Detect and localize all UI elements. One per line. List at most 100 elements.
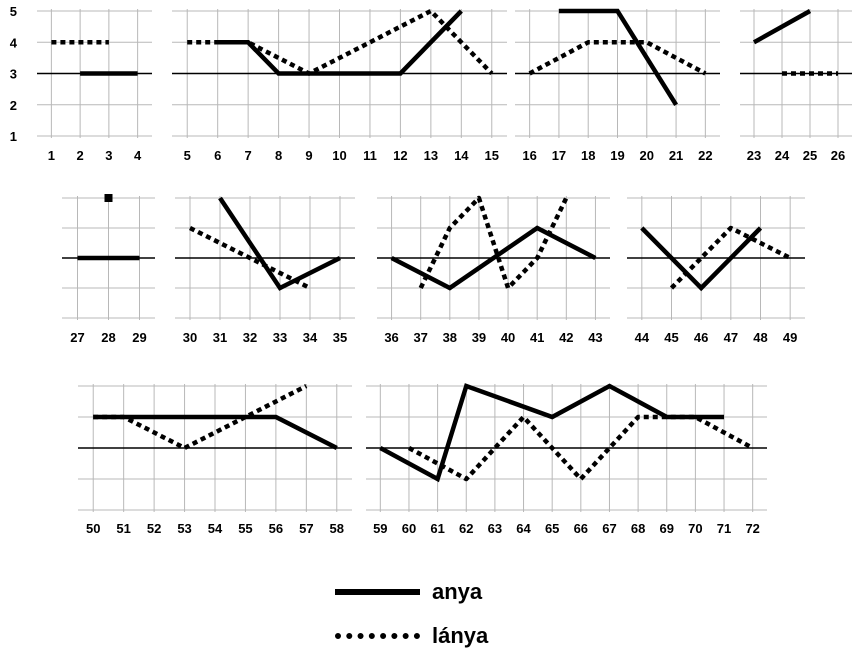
x-tick-label: 65: [545, 521, 559, 536]
x-tick-label: 18: [581, 148, 595, 163]
legend-label-anya: anya: [432, 579, 483, 604]
x-tick-label: 71: [717, 521, 731, 536]
panel-4: 23 24 25 26: [740, 9, 852, 163]
x-tick-label: 64: [516, 521, 531, 536]
x-tick-label: 1: [48, 148, 55, 163]
x-tick-label: 47: [724, 330, 738, 345]
x-tick-label: 45: [664, 330, 678, 345]
series-anya-line: [379, 383, 724, 483]
panel-5: 27 28 29: [62, 194, 155, 345]
legend: anya lánya: [335, 570, 488, 658]
panel-9: 50 51 52 53 54 55 56 57 58: [78, 383, 352, 536]
x-tick-label: 70: [688, 521, 702, 536]
x-tick-label: 37: [413, 330, 427, 345]
x-tick-label: 32: [243, 330, 257, 345]
y-tick-label: 2: [10, 98, 17, 113]
x-tick-label: 24: [775, 148, 790, 163]
x-tick-label: 11: [363, 148, 377, 163]
series-lanya-point: [104, 194, 113, 202]
series-anya-line: [640, 226, 763, 292]
x-tick-label: 63: [488, 521, 502, 536]
x-tick-label: 62: [459, 521, 473, 536]
x-tick-label: 31: [213, 330, 227, 345]
x-tick-label: 53: [177, 521, 191, 536]
x-tick-label: 38: [443, 330, 457, 345]
x-tick-label: 36: [384, 330, 398, 345]
legend-label-lanya: lánya: [432, 623, 489, 648]
x-tick-label: 61: [430, 521, 444, 536]
x-tick-label: 27: [70, 330, 84, 345]
x-tick-label: 7: [245, 148, 252, 163]
x-tick-label: 72: [745, 521, 759, 536]
series-anya-line: [752, 9, 812, 45]
x-tick-label: 56: [269, 521, 283, 536]
x-tick-label: 10: [332, 148, 346, 163]
x-tick-label: 26: [831, 148, 845, 163]
x-tick-label: 25: [803, 148, 817, 163]
y-tick-label: 3: [10, 67, 17, 82]
panel-10: 59 60 61 62 63 64 65 66 67 68 69 70 71 72: [366, 383, 767, 536]
x-tick-label: 23: [747, 148, 761, 163]
x-tick-label: 8: [275, 148, 282, 163]
legend-item-anya: anya: [335, 570, 488, 614]
x-tick-label: 4: [134, 148, 142, 163]
panel-3: 16 17 18 19 20 21 22: [515, 8, 720, 163]
x-tick-label: 17: [552, 148, 566, 163]
legend-dotted-swatch: [335, 633, 420, 639]
x-tick-label: 66: [574, 521, 588, 536]
x-tick-label: 67: [602, 521, 616, 536]
series-lanya-line: [669, 225, 792, 290]
legend-item-lanya: lánya: [335, 614, 488, 658]
x-tick-label: 54: [208, 521, 223, 536]
x-tick-label: 59: [373, 521, 387, 536]
series-anya-line: [93, 414, 338, 451]
x-tick-label: 13: [424, 148, 438, 163]
x-tick-label: 34: [303, 330, 318, 345]
x-tick-label: 46: [694, 330, 708, 345]
x-tick-label: 58: [330, 521, 344, 536]
panel-7: 36 37 38 39 40 41 42 43: [377, 195, 610, 345]
x-tick-label: 22: [698, 148, 712, 163]
x-tick-label: 51: [116, 521, 130, 536]
x-tick-label: 50: [86, 521, 100, 536]
x-tick-label: 48: [753, 330, 767, 345]
x-tick-label: 19: [610, 148, 624, 163]
panel-1: 1 2 3 4 1 2 3 4 5: [10, 4, 152, 163]
y-tick-label: 4: [10, 35, 18, 50]
y-tick-label: 5: [10, 4, 17, 19]
x-tick-label: 21: [669, 148, 683, 163]
x-tick-label: 2: [77, 148, 84, 163]
x-tick-label: 41: [530, 330, 544, 345]
x-tick-label: 57: [299, 521, 313, 536]
panel-6: 30 31 32 33 34 35: [175, 196, 355, 345]
x-tick-label: 16: [522, 148, 536, 163]
x-tick-label: 39: [472, 330, 486, 345]
legend-solid-swatch: [335, 589, 420, 595]
x-tick-label: 43: [588, 330, 602, 345]
series-anya-line: [218, 196, 342, 291]
x-tick-label: 55: [238, 521, 252, 536]
series-anya-line: [217, 9, 463, 76]
series-lanya-line: [188, 225, 312, 291]
x-tick-label: 30: [183, 330, 197, 345]
x-tick-label: 20: [640, 148, 654, 163]
panel-8: 44 45 46 47 48 49: [627, 196, 805, 345]
x-tick-label: 5: [184, 148, 191, 163]
x-tick-label: 42: [559, 330, 573, 345]
x-tick-label: 44: [635, 330, 650, 345]
series-anya-line: [558, 8, 679, 106]
x-tick-label: 52: [147, 521, 161, 536]
x-tick-label: 33: [273, 330, 287, 345]
x-tick-label: 15: [485, 148, 499, 163]
x-tick-label: 40: [501, 330, 515, 345]
x-tick-label: 49: [783, 330, 797, 345]
x-tick-label: 14: [454, 148, 469, 163]
x-tick-label: 60: [402, 521, 416, 536]
x-tick-label: 12: [393, 148, 407, 163]
x-tick-label: 3: [105, 148, 112, 163]
x-tick-label: 6: [214, 148, 221, 163]
series-anya-line: [390, 225, 597, 291]
x-tick-label: 28: [101, 330, 115, 345]
x-tick-label: 68: [631, 521, 645, 536]
